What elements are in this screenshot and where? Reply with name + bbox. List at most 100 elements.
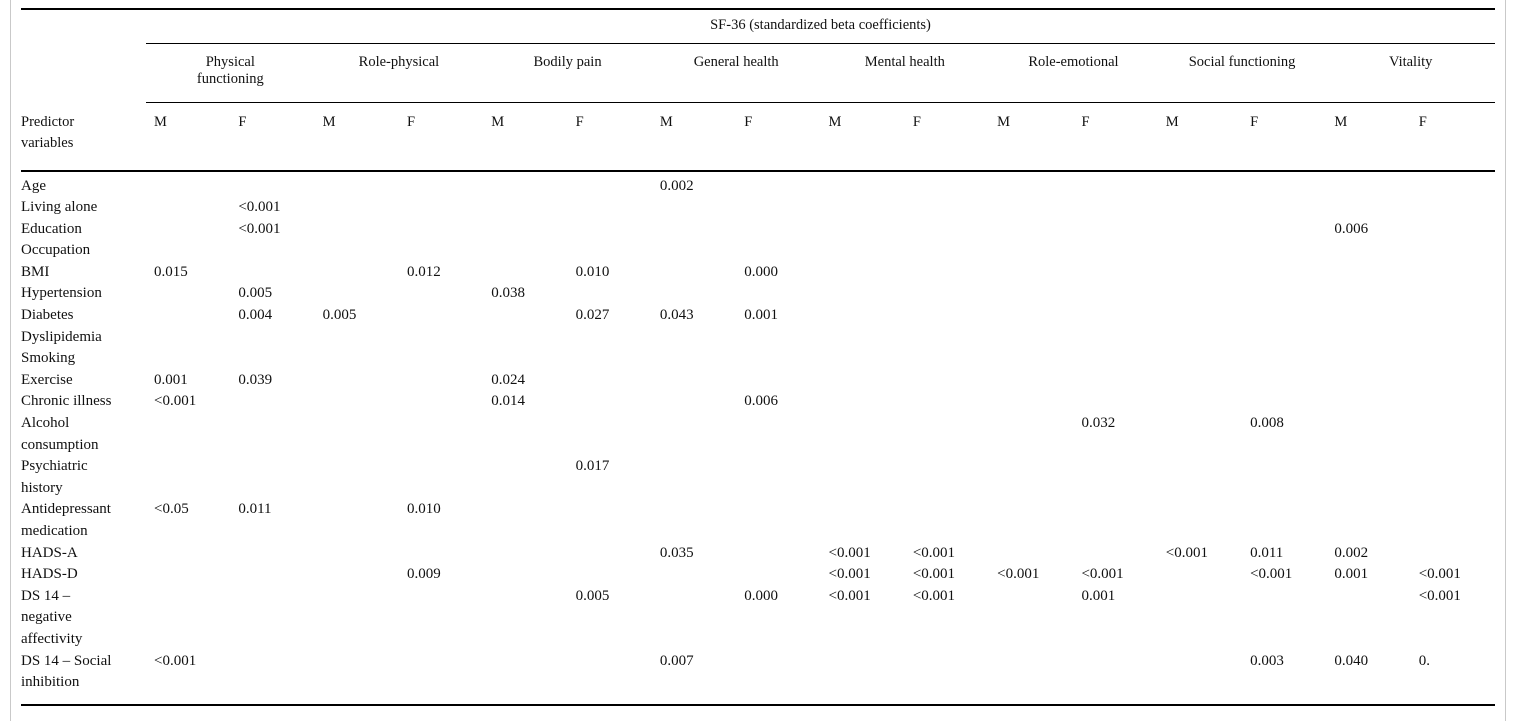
row-label-cell: DS 14 – negative affectivity: [21, 586, 146, 651]
table-row-education: Education <0.001 0.006: [21, 219, 1495, 241]
value-cell-psychiatric-history-v-f: [1411, 456, 1495, 499]
value-cell-occupation-pf-f: [230, 240, 314, 262]
row-label-cell: Smoking: [21, 348, 146, 370]
value-cell-chronic-illness-rp-f: [399, 391, 483, 413]
value-cell-exercise-re-f: [1073, 370, 1157, 392]
row-label: Psychiatric history: [21, 458, 88, 496]
value-cell-ds-14-negative-affectivity-pf-m: [146, 586, 230, 651]
value-cell-smoking-re-f: [1073, 348, 1157, 370]
value-cell-dyslipidemia-v-m: [1326, 327, 1410, 349]
subheader-social-functioning-f: F: [1242, 102, 1327, 172]
value-cell-antidepressant-medication-pf-f: 0.011: [238, 501, 272, 518]
value-cell-bmi-sf-m: [1158, 262, 1242, 284]
value-cell-dyslipidemia-pf-f: [230, 327, 314, 349]
value-cell-ds-14-social-inhibition-re-f: [1073, 651, 1157, 705]
value-cell-education-sf-f: [1242, 219, 1326, 241]
value-cell-living-alone-mh-m: [821, 197, 905, 219]
subheader-mental-health-f: F: [904, 102, 990, 172]
value-cell-diabetes-mh-m: [821, 305, 905, 327]
value-cell-education-mh-m: [821, 219, 905, 241]
value-cell-ds-14-negative-affectivity-pf-f: [230, 586, 314, 651]
value-cell-hads-a-v-m: 0.002: [1334, 544, 1369, 561]
value-cell-chronic-illness-gh-f: 0.006: [744, 393, 778, 410]
value-cell-ds-14-negative-affectivity-sf-m: [1158, 586, 1242, 651]
row-label: Smoking: [21, 350, 76, 367]
value-cell-occupation-bp-f: [568, 240, 652, 262]
value-cell-psychiatric-history-rp-f: [399, 456, 483, 499]
value-cell-exercise-sf-f: [1242, 370, 1326, 392]
value-cell-ds-14-social-inhibition-mh-f: [905, 651, 989, 705]
group-header-label: Role-physical: [358, 54, 440, 70]
row-label: DS 14 – negative affectivity: [21, 587, 83, 647]
value-cell-alcohol-consumption-mh-m: [821, 413, 905, 456]
value-cell-diabetes-re-f: [1073, 305, 1157, 327]
group-header-label: Social functioning: [1188, 54, 1296, 70]
value-cell-exercise-gh-f: [736, 370, 820, 392]
row-label-cell: Occupation: [21, 240, 146, 262]
value-cell-dyslipidemia-gh-m: [652, 327, 736, 349]
row-label-cell: Age: [21, 171, 146, 198]
value-cell-bmi-bp-f: 0.010: [575, 263, 610, 280]
value-cell-ds-14-negative-affectivity-mh-m: <0.001: [828, 587, 871, 604]
value-cell-diabetes-v-f: [1411, 305, 1495, 327]
value-cell-dyslipidemia-mh-m: [821, 327, 905, 349]
value-cell-ds-14-social-inhibition-pf-m: <0.001: [154, 652, 197, 669]
table-row-living-alone: Living alone <0.001: [21, 197, 1495, 219]
value-cell-bmi-v-m: [1326, 262, 1410, 284]
subheader-general-health-m: M: [651, 102, 737, 172]
value-cell-exercise-pf-m: 0.001: [154, 371, 188, 388]
row-label: Living alone: [21, 199, 98, 216]
value-cell-hads-d-sf-m: [1158, 564, 1242, 586]
value-cell-hypertension-sf-m: [1158, 283, 1242, 305]
value-cell-diabetes-bp-f: 0.027: [575, 307, 610, 324]
value-cell-hads-a-sf-m: <0.001: [1165, 544, 1208, 561]
value-cell-age-v-f: [1411, 171, 1495, 198]
subheader-physical-functioning-m: M: [146, 102, 231, 172]
value-cell-hypertension-bp-f: [568, 283, 652, 305]
table-body: Age 0.002 Living alone <0.001 Education <0.00…: [21, 171, 1495, 705]
value-cell-antidepressant-medication-re-f: [1073, 499, 1157, 542]
value-cell-hypertension-rp-m: [315, 283, 399, 305]
value-cell-education-v-f: [1411, 219, 1495, 241]
row-label-cell: BMI: [21, 262, 146, 284]
value-cell-antidepressant-medication-v-f: [1411, 499, 1495, 542]
value-cell-living-alone-bp-m: [483, 197, 567, 219]
table-row-exercise: Exercise 0.001 0.039 0.024: [21, 370, 1495, 392]
value-cell-ds-14-negative-affectivity-rp-m: [315, 586, 399, 651]
value-cell-antidepressant-medication-rp-m: [315, 499, 399, 542]
value-cell-hads-a-gh-m: 0.035: [659, 544, 694, 561]
value-cell-hads-a-gh-f: [736, 543, 820, 565]
value-cell-psychiatric-history-re-f: [1073, 456, 1157, 499]
value-cell-hypertension-mh-f: [905, 283, 989, 305]
value-cell-diabetes-v-m: [1326, 305, 1410, 327]
value-cell-bmi-mh-m: [821, 262, 905, 284]
value-cell-smoking-sf-m: [1158, 348, 1242, 370]
value-cell-alcohol-consumption-bp-f: [568, 413, 652, 456]
row-label: Education: [21, 220, 82, 237]
value-cell-hypertension-rp-f: [399, 283, 483, 305]
value-cell-hads-a-mh-f: <0.001: [912, 544, 956, 561]
value-cell-smoking-v-m: [1326, 348, 1410, 370]
value-cell-smoking-pf-f: [230, 348, 314, 370]
spanner-spacer: [21, 9, 146, 44]
value-cell-education-gh-f: [736, 219, 820, 241]
value-cell-hads-d-pf-f: [230, 564, 314, 586]
value-cell-alcohol-consumption-re-m: [989, 413, 1073, 456]
value-cell-dyslipidemia-sf-m: [1158, 327, 1242, 349]
value-cell-alcohol-consumption-bp-m: [483, 413, 567, 456]
value-cell-diabetes-gh-m: 0.043: [659, 307, 694, 324]
value-cell-age-bp-f: [568, 171, 652, 198]
value-cell-age-rp-m: [315, 171, 399, 198]
value-cell-exercise-v-m: [1326, 370, 1410, 392]
subheader-physical-functioning-f: F: [230, 102, 315, 172]
row-label: Dyslipidemia: [21, 328, 102, 345]
subheader-vitality-m: M: [1326, 102, 1411, 172]
value-cell-occupation-bp-m: [483, 240, 567, 262]
value-cell-dyslipidemia-gh-f: [736, 327, 820, 349]
value-cell-bmi-rp-f: 0.012: [406, 263, 441, 280]
value-cell-living-alone-gh-m: [652, 197, 736, 219]
value-cell-dyslipidemia-mh-f: [905, 327, 989, 349]
value-cell-ds-14-negative-affectivity-sf-f: [1242, 586, 1326, 651]
value-cell-chronic-illness-v-m: [1326, 391, 1410, 413]
